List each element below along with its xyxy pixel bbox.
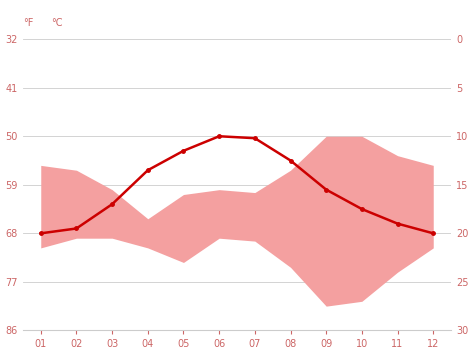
Text: °C: °C <box>51 18 63 28</box>
Text: °F: °F <box>23 18 34 28</box>
